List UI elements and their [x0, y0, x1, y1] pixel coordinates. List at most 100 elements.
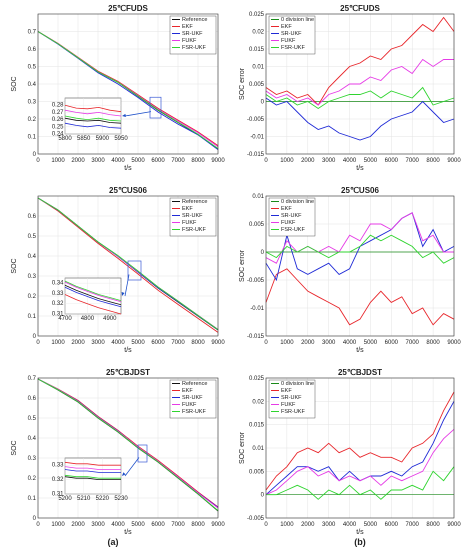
soc-us06-ytick-3: 0.3	[28, 274, 37, 280]
soc-bjdst-inset-xtick-2: 5220	[96, 496, 110, 502]
soc-fuds-xtick-3: 3000	[91, 158, 105, 164]
err-bjdst-ytick-1: 0	[261, 493, 265, 499]
soc-fuds-xtick-4: 4000	[111, 158, 125, 164]
err-bjdst-legend-label-sr_ukf: SR-UKF	[281, 395, 302, 401]
soc-fuds-xlabel: t/s	[124, 165, 132, 172]
soc-bjdst-ytick-6: 0.6	[28, 396, 37, 402]
soc-fuds-xtick-5: 5000	[131, 158, 145, 164]
err-fuds-ytick-6: 0.015	[249, 47, 265, 53]
soc-fuds-inset-xtick-0: 5800	[58, 136, 72, 142]
soc-fuds-inset-ytick-0: 0.24	[52, 132, 64, 138]
soc-fuds-legend-label-sr_ukf: SR-UKF	[182, 31, 203, 37]
zoom-arrows	[121, 111, 152, 477]
err-bjdst-ytick-3: 0.01	[252, 446, 264, 452]
err-us06-xtick-7: 7000	[406, 340, 420, 346]
err-us06-frame	[265, 195, 455, 337]
err-fuds-xtick-7: 7000	[406, 158, 420, 164]
err-us06-legend-label-fsr_ukf: FSR-UKF	[281, 227, 305, 233]
soc-bjdst-inset-ytick-1: 0.32	[52, 477, 64, 483]
err-fuds-ytick-8: 0.025	[249, 12, 265, 18]
soc-fuds-inset: 5800 5850 5900 5950 0.24 0.250.260.270.28	[52, 97, 128, 142]
soc-bjdst-legend-label-fsr_ukf: FSR-UKF	[182, 409, 206, 415]
err-bjdst-ytick-0: -0.005	[247, 516, 265, 522]
err-us06-ytick-5: 0.01	[252, 194, 264, 200]
err-us06-xtick-5: 5000	[364, 340, 378, 346]
err-fuds-legend-label-sr_ukf: SR-UKF	[281, 31, 302, 37]
err-us06-xtick-1: 1000	[280, 340, 294, 346]
soc-us06-inset: 4700 4800 4900 0.31 0.32 0.33 0.34	[52, 277, 122, 322]
soc-bjdst-legend-label-fukf: FUKF	[182, 402, 197, 408]
soc-bjdst-xtick-4: 4000	[111, 522, 125, 528]
soc-bjdst-inset-series-ekf	[64, 461, 121, 466]
soc-bjdst-xtick-3: 3000	[91, 522, 105, 528]
soc-fuds-zoom-arrow	[122, 111, 152, 117]
err-us06-series-ekf	[265, 268, 455, 326]
soc-bjdst-inset-series-fsr_ukf	[64, 474, 121, 479]
err-us06-ytick-2: -0.005	[247, 278, 265, 284]
soc-us06-xtick-8: 8000	[191, 340, 205, 346]
soc-bjdst-ytick-5: 0.5	[28, 416, 37, 422]
err-us06-ytick-4: 0.005	[249, 222, 265, 228]
soc-bjdst-legend-label-sr_ukf: SR-UKF	[182, 395, 203, 401]
err-fuds-legend-label-zero_line: 0 division line	[281, 17, 314, 23]
err-bjdst-xtick-4: 4000	[343, 522, 357, 528]
soc-bjdst-ytick-2: 0.2	[28, 476, 37, 482]
err-us06-xtick-2: 2000	[301, 340, 315, 346]
soc-fuds-chart: 0 1000 2000 3000 4000 5000 6000 7000 8000 9000 0 0.…	[11, 4, 225, 172]
err-fuds-xtick-9: 9000	[447, 158, 461, 164]
soc-bjdst-zoom-box	[137, 444, 148, 463]
err-us06-legend-label-fukf: FUKF	[281, 220, 296, 226]
soc-us06-zoom-arrow-head	[121, 292, 125, 296]
soc-us06-inset-frame	[64, 277, 122, 315]
soc-bjdst-xtick-2: 2000	[71, 522, 85, 528]
soc-fuds-ytick-6: 0.6	[28, 47, 37, 53]
soc-fuds-ytick-4: 0.4	[28, 82, 37, 88]
soc-fuds-inset-ytick-4: 0.28	[52, 103, 64, 109]
err-fuds-ytick-4: 0.005	[249, 82, 265, 88]
soc-us06-xtick-9: 9000	[211, 340, 225, 346]
soc-bjdst-xtick-7: 7000	[171, 522, 185, 528]
err-us06-ylabel: SOC error	[239, 249, 246, 282]
err-fuds-xtick-3: 3000	[322, 158, 336, 164]
soc-us06-ytick-6: 0.6	[28, 214, 37, 220]
soc-us06-ytick-1: 0.1	[28, 314, 37, 320]
soc-bjdst-inset-xtick-0: 5200	[58, 496, 72, 502]
err-fuds-series-ekf	[265, 16, 455, 106]
soc-us06-ytick-0: 0	[33, 334, 37, 340]
err-us06-xtick-0: 0	[264, 340, 268, 346]
soc-fuds-inset-xtick-2: 5900	[96, 136, 110, 142]
soc-fuds-xtick-2: 2000	[71, 158, 85, 164]
err-bjdst-xtick-9: 9000	[447, 522, 461, 528]
soc-bjdst-zoom-arrow-shaft	[124, 457, 140, 477]
soc-fuds-xtick-9: 9000	[211, 158, 225, 164]
err-bjdst-title: 25℃BJDST	[338, 368, 382, 377]
err-fuds-legend-label-ekf: EKF	[281, 24, 292, 30]
soc-us06-inset-xtick-1: 4800	[81, 316, 95, 322]
panel-label-a: (a)	[108, 537, 119, 547]
err-us06-chart: 0 1000 2000 3000 4000 5000 6000 7000 8000 9000 -0.…	[239, 186, 461, 354]
err-us06-legend-label-zero_line: 0 division line	[281, 199, 314, 205]
err-us06-series-fsr_ukf	[265, 234, 455, 264]
err-bjdst-xtick-3: 3000	[322, 522, 336, 528]
soc-fuds-ytick-0: 0	[33, 152, 37, 158]
soc-fuds-series-fsr_ukf	[37, 31, 219, 149]
soc-us06-inset-series-fsr_ukf	[64, 280, 122, 301]
err-fuds-xtick-8: 8000	[426, 158, 440, 164]
soc-us06-xtick-5: 5000	[131, 340, 145, 346]
err-bjdst-series-ekf	[265, 391, 455, 491]
err-us06-title: 25℃US06	[341, 186, 379, 195]
err-us06-legend-label-sr_ukf: SR-UKF	[281, 213, 302, 219]
err-bjdst-frame	[265, 377, 455, 519]
err-bjdst-xtick-0: 0	[264, 522, 268, 528]
err-bjdst-series-fsr_ukf	[266, 466, 455, 500]
err-bjdst-series-fukf	[265, 428, 455, 496]
soc-bjdst-inset-frame	[64, 457, 122, 495]
err-fuds-ytick-1: -0.01	[250, 135, 264, 141]
soc-us06-ytick-4: 0.4	[28, 254, 37, 260]
err-fuds-xtick-0: 0	[264, 158, 268, 164]
